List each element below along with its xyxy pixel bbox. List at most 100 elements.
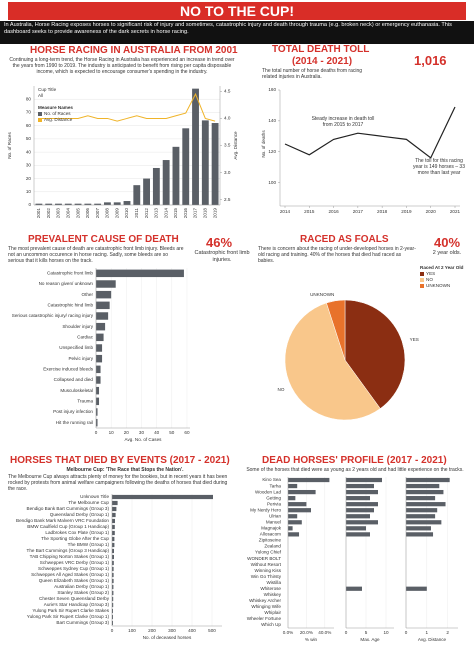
x-tick-label: 200 — [148, 628, 156, 633]
chart-subtitle: Melbourne Cup: 'The Race that Stops the … — [66, 467, 184, 473]
y-tick-label: Whiterose — [260, 586, 281, 591]
y2-tick-label: 4.5 — [224, 89, 231, 94]
legend-label: Avg. Distance — [44, 117, 73, 122]
slice-label: UNKNOWN — [310, 292, 334, 297]
bar — [406, 489, 444, 495]
bar — [143, 178, 151, 205]
bar — [35, 203, 43, 205]
chart-subtitle: Continuing a long-term trend, the Horse … — [9, 57, 235, 75]
x-tick-label: 0 — [405, 630, 408, 635]
bar — [406, 483, 440, 489]
y-tick-label: Magnajok — [261, 526, 282, 531]
x-tick-label: 100 — [128, 628, 136, 633]
y-tick-label: Win Go Thirsty — [251, 574, 282, 579]
x-tick-label: 2006 — [85, 208, 90, 219]
bar — [288, 477, 330, 483]
legend-label: YES — [426, 271, 435, 276]
x-tick-label: 2005 — [75, 208, 80, 219]
legend-swatch — [420, 284, 424, 288]
x-tick-label: 2014 — [163, 208, 168, 219]
y-tick-label: Wistilla — [266, 580, 281, 585]
x-tick-label: 2016 — [328, 209, 339, 214]
bar — [112, 578, 114, 584]
y-tick-label: 160 — [268, 87, 276, 92]
y-tick-label: Schweppes All Aged Stakes (Group 1) — [31, 572, 109, 577]
bar — [288, 526, 293, 531]
y-tick-label: Winning Kiss — [254, 568, 281, 573]
y-tick-label: 10 — [26, 189, 32, 194]
y-tick-label: Catastrophic front limb — [47, 271, 93, 276]
x-axis-label: Max. Age — [360, 637, 380, 642]
filter-label: Cup Title — [38, 87, 57, 92]
bar — [346, 489, 378, 495]
x-tick-label: 2015 — [173, 208, 178, 219]
bar — [96, 280, 116, 288]
bar — [112, 608, 113, 614]
y-tick-label: Cardiac — [77, 335, 94, 340]
y-tick-label: The Bart Cummings (Group 3 Handicap) — [27, 548, 110, 553]
x-tick-label: 2021 — [450, 209, 461, 214]
bar — [172, 146, 180, 205]
y-tick-label: Perivia — [267, 501, 281, 506]
y-tick-label: Pelvic injury — [68, 356, 93, 361]
bar — [406, 532, 434, 537]
y-tick-label: The Sporting Globe After the Cup — [41, 536, 109, 541]
bar — [112, 518, 115, 524]
bar — [288, 508, 311, 513]
bar — [346, 496, 370, 501]
bar — [133, 185, 141, 205]
bar — [45, 203, 53, 205]
bar — [123, 201, 131, 205]
y-tick-label: Collapsed and died — [54, 377, 94, 382]
y-tick-label: Kino Sea — [262, 477, 281, 482]
y-tick-label: No reason given/ unknown — [39, 281, 94, 286]
y-tick-label: Getting — [266, 495, 281, 500]
bar — [112, 596, 114, 602]
annotation: Steady increase in death toll from 2015 … — [311, 116, 375, 128]
legend-swatch — [38, 112, 42, 116]
y-tick-label: Other — [82, 292, 94, 297]
legend-title: Raced At 2 Year Old — [420, 265, 464, 270]
y2-tick-label: 3.0 — [224, 170, 231, 175]
y-tick-label: Whiplair — [264, 610, 281, 615]
x-tick-label: 60 — [184, 430, 190, 435]
bar — [182, 128, 190, 205]
y-tick-label: Wheeler Fortune — [247, 616, 282, 621]
bar — [406, 586, 427, 591]
bar — [406, 508, 438, 513]
bar — [346, 514, 370, 519]
chart-subtitle: The Melbourne Cup always attracts plenty… — [8, 474, 228, 492]
stat: 46% — [206, 235, 233, 250]
y-tick-label: Bendigo Bank Bart Cummings (Group 3) — [27, 506, 110, 511]
bar — [112, 524, 115, 530]
y-tick-label: The BMW (Group 1) — [68, 542, 110, 547]
x-tick-label: 10 — [383, 630, 389, 635]
bar — [346, 502, 378, 507]
x-tick-label: 2 — [446, 630, 449, 635]
bar — [346, 508, 374, 513]
bar — [288, 520, 302, 525]
y-axis-label: No. of deaths — [261, 130, 266, 158]
y-tick-label: Chester Seven Queensland Derby — [39, 596, 110, 601]
x-tick-label: 2011 — [134, 208, 139, 218]
y-tick-label: Zealand — [264, 544, 281, 549]
legend-swatch — [420, 272, 424, 276]
y-tick-label: TAB Chipping Norton Stakes (Group 1) — [30, 554, 110, 559]
x-tick-label: 2008 — [105, 208, 110, 219]
x-tick-label: 40.0% — [318, 630, 331, 635]
legend-label: NO — [426, 277, 433, 282]
chart-subtitle: Some of the horses that died were as you… — [246, 467, 464, 473]
x-tick-label: 50 — [169, 430, 175, 435]
x-tick-label: 20.0% — [300, 630, 313, 635]
bar — [112, 602, 114, 608]
bar — [112, 620, 113, 626]
bar — [96, 376, 101, 384]
x-axis-label: % win — [305, 637, 318, 642]
legend-title: Measure Names — [38, 105, 73, 110]
x-tick-label: 0 — [111, 628, 114, 633]
bar — [346, 532, 370, 537]
y-tick-label: Unknown Title — [80, 494, 109, 499]
bar — [152, 167, 160, 205]
x-tick-label: 30 — [139, 430, 145, 435]
